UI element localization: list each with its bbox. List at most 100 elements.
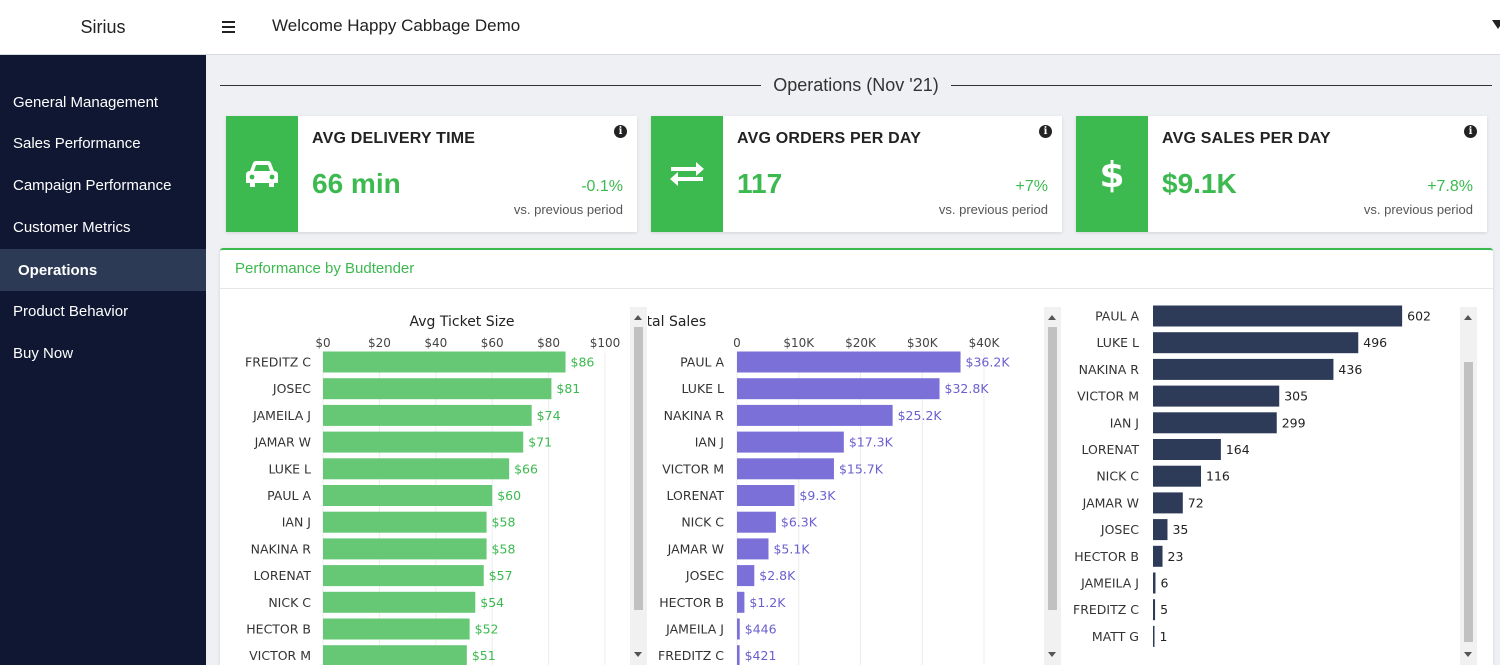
x-tick-label: $40 xyxy=(424,336,447,350)
bar xyxy=(1153,412,1277,434)
dropdown-caret-icon[interactable] xyxy=(1492,20,1500,29)
bar xyxy=(737,565,755,587)
kpi-value: $9.1K xyxy=(1162,168,1237,199)
scroll-thumb[interactable] xyxy=(1048,327,1057,610)
kpi-card-delivery-time: AVG DELIVERY TIME 66 min -0.1% vs. previ… xyxy=(226,116,637,232)
data-label: 496 xyxy=(1363,335,1387,350)
category-label: LORENAT xyxy=(1081,442,1139,457)
chart-scrollbar[interactable] xyxy=(1460,307,1477,665)
sidebar-item-campaign-performance[interactable]: Campaign Performance xyxy=(13,176,172,194)
bar xyxy=(737,485,795,506)
brand-logo[interactable]: Sirius xyxy=(80,17,126,37)
category-label: VICTOR M xyxy=(662,461,724,476)
x-tick-label: $100 xyxy=(590,336,621,350)
bar xyxy=(737,618,740,640)
scroll-up-icon[interactable] xyxy=(634,315,642,320)
bar xyxy=(1153,465,1202,487)
scroll-down-icon[interactable] xyxy=(1048,652,1056,657)
bar xyxy=(323,458,510,480)
divider xyxy=(220,84,762,86)
bar xyxy=(1153,358,1334,380)
scroll-thumb[interactable] xyxy=(1464,362,1473,642)
category-label: JAMEILA J xyxy=(665,622,724,637)
bar xyxy=(1153,385,1280,407)
category-label: PAUL A xyxy=(680,355,724,370)
scroll-thumb[interactable] xyxy=(634,327,643,610)
data-label: 305 xyxy=(1284,389,1308,404)
category-label: IAN J xyxy=(1110,415,1139,430)
sidebar: General Management Sales Performance Cam… xyxy=(0,55,206,665)
data-label: $58 xyxy=(492,515,516,530)
data-label: $6.3K xyxy=(781,515,818,530)
sidebar-item-general-management[interactable]: General Management xyxy=(13,93,159,111)
category-label: LORENAT xyxy=(253,568,311,583)
category-label: VICTOR M xyxy=(1077,389,1139,404)
sidebar-item-sales-performance[interactable]: Sales Performance xyxy=(13,134,141,152)
sidebar-item-product-behavior[interactable]: Product Behavior xyxy=(13,302,129,320)
bar xyxy=(1153,572,1156,594)
category-label: LORENAT xyxy=(666,488,724,503)
bar xyxy=(737,404,893,426)
info-icon[interactable]: i xyxy=(614,125,627,138)
category-label: LUKE L xyxy=(268,461,311,476)
x-tick-label: 0 xyxy=(733,336,741,350)
x-tick-label: $60 xyxy=(481,336,504,350)
chart-scrollbar[interactable] xyxy=(630,307,647,665)
category-label: JAMAR W xyxy=(254,435,311,450)
x-tick-label: $20K xyxy=(845,336,877,350)
kpi-label: AVG SALES PER DAY xyxy=(1162,130,1331,147)
category-label: IAN J xyxy=(695,435,724,450)
info-icon[interactable]: i xyxy=(1039,125,1052,138)
data-label: $81 xyxy=(556,381,580,396)
hamburger-menu-icon[interactable] xyxy=(222,16,242,38)
kpi-icon-box xyxy=(651,116,723,232)
scroll-up-icon[interactable] xyxy=(1464,315,1472,320)
data-label: $71 xyxy=(528,435,552,450)
bar xyxy=(323,431,524,453)
scroll-down-icon[interactable] xyxy=(634,652,642,657)
kpi-subtext: vs. previous period xyxy=(1363,202,1473,217)
sidebar-item-operations[interactable]: Operations xyxy=(0,249,206,291)
bar xyxy=(1153,332,1359,354)
data-label: $74 xyxy=(537,408,561,423)
divider xyxy=(220,288,1493,289)
x-tick-label: $10K xyxy=(783,336,815,350)
kpi-label: AVG ORDERS PER DAY xyxy=(737,130,922,147)
bar xyxy=(323,351,566,373)
data-label: $57 xyxy=(489,568,513,583)
data-label: $52 xyxy=(475,622,499,637)
data-label: 5 xyxy=(1160,602,1168,617)
category-label: HECTOR B xyxy=(246,622,311,637)
bar xyxy=(737,378,940,400)
chart-total-sales: Total Sales 0 $10K $20K $30K $40K PAUL A $36.2K… xyxy=(648,314,1010,665)
bar xyxy=(1153,439,1221,460)
data-label: $421 xyxy=(745,648,777,663)
bar xyxy=(1153,492,1183,514)
top-bar: Sirius Welcome Happy Cabbage Demo xyxy=(0,0,1500,55)
section-title: Operations (Nov '21) xyxy=(773,74,939,95)
data-label: $17.3K xyxy=(849,435,894,450)
chart-scrollbar[interactable] xyxy=(1044,307,1061,665)
x-tick-label: $0 xyxy=(315,336,330,350)
data-label: 35 xyxy=(1172,522,1188,537)
sidebar-item-customer-metrics[interactable]: Customer Metrics xyxy=(13,218,131,236)
data-label: 164 xyxy=(1226,442,1250,457)
category-label: HECTOR B xyxy=(659,595,724,610)
scroll-down-icon[interactable] xyxy=(1464,652,1472,657)
data-label: $1.2K xyxy=(749,595,786,610)
category-label: LUKE L xyxy=(681,381,724,396)
category-label: NAKINA R xyxy=(251,541,312,556)
category-label: JAMAR W xyxy=(667,541,724,556)
bar xyxy=(1153,305,1403,327)
data-label: $2.8K xyxy=(759,568,796,583)
performance-panel: Performance by Budtender Avg Ticket Size… xyxy=(220,248,1493,665)
x-tick-label: $30K xyxy=(907,336,939,350)
data-label: $86 xyxy=(571,355,595,370)
bar xyxy=(737,458,834,480)
swap-arrows-icon xyxy=(670,162,704,186)
chart-title: Avg Ticket Size xyxy=(410,314,515,330)
info-icon[interactable]: i xyxy=(1464,125,1477,138)
sidebar-item-buy-now[interactable]: Buy Now xyxy=(13,344,74,362)
bar xyxy=(323,538,487,560)
scroll-up-icon[interactable] xyxy=(1048,315,1056,320)
